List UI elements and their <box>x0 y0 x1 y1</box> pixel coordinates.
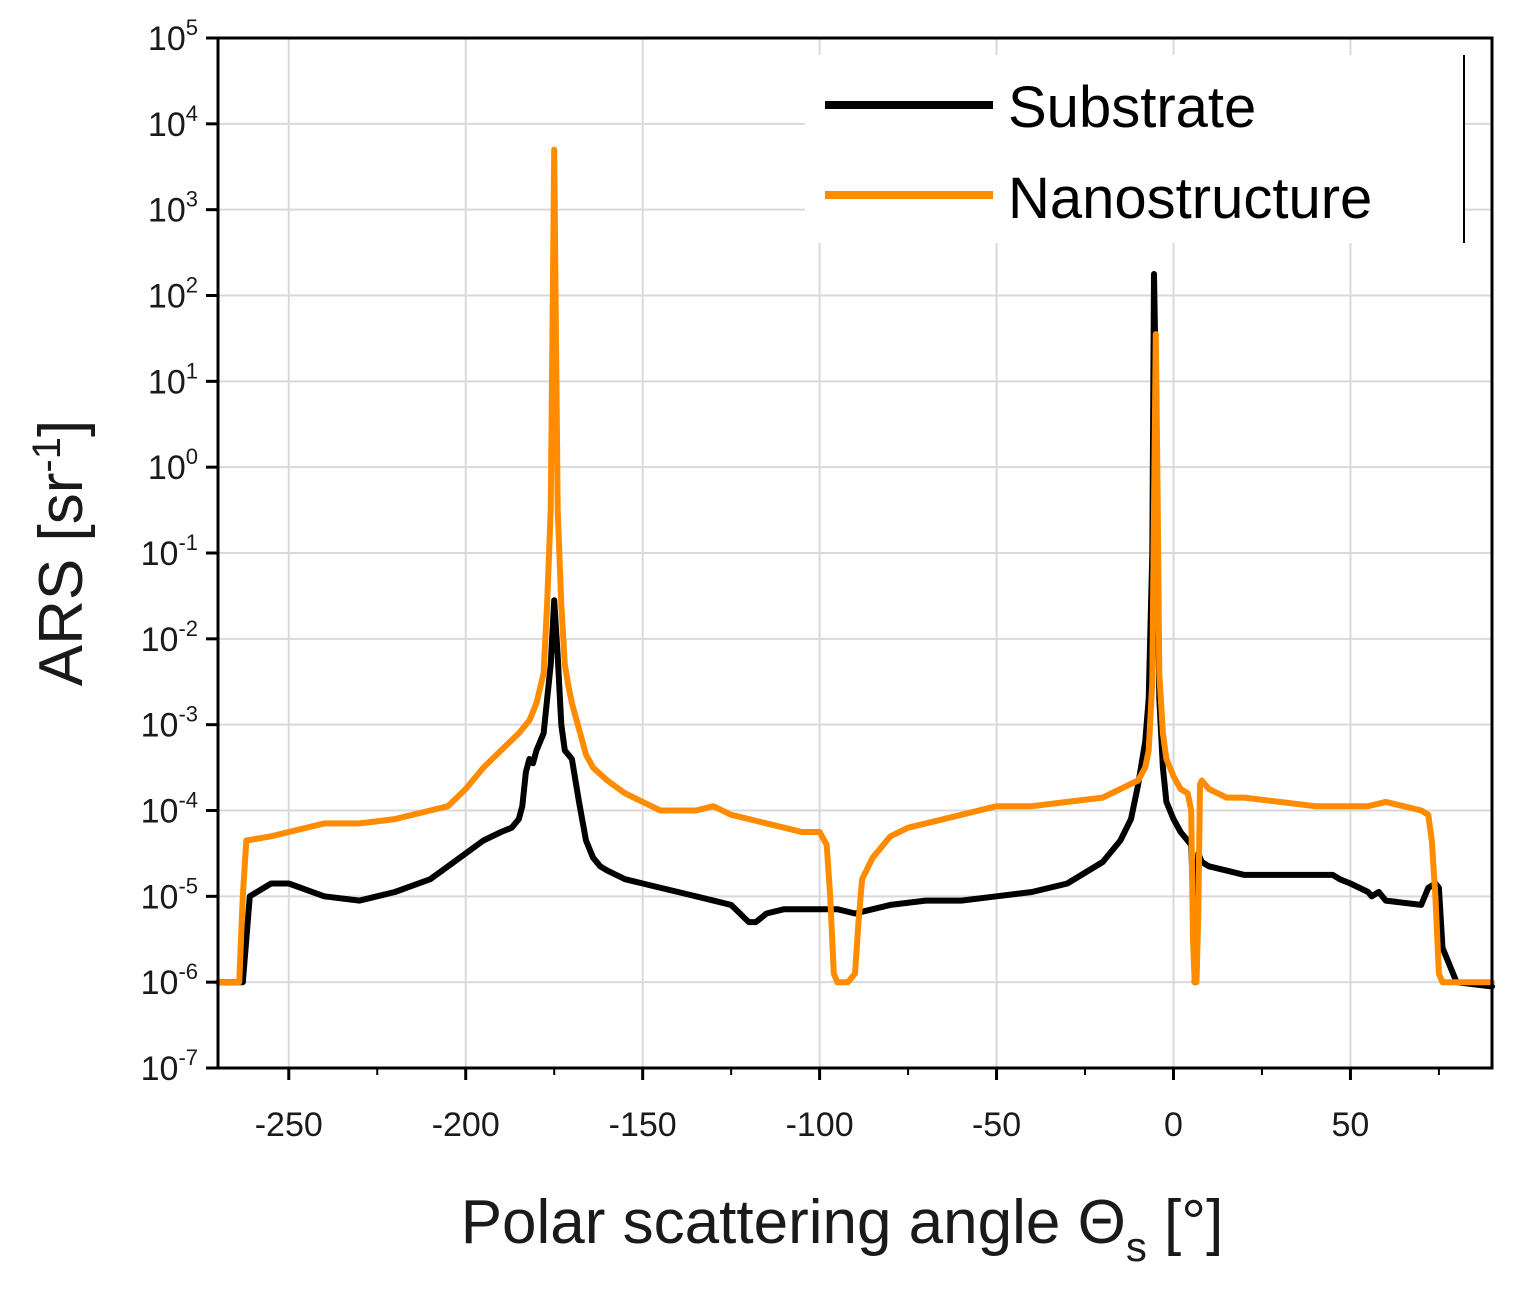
y-tick-label-exponent: 5 <box>186 15 198 40</box>
y-tick-label-base: 10 <box>148 449 186 487</box>
y-tick-label-exponent: -4 <box>178 788 198 813</box>
y-tick-label-exponent: 4 <box>186 101 198 126</box>
x-axis-title-unit: [°] <box>1147 1188 1223 1257</box>
series-line-nanostructure <box>215 146 1495 986</box>
y-tick-label-base: 10 <box>141 878 179 916</box>
y-tick-label: 102 <box>148 273 198 316</box>
y-tick-label-base: 10 <box>141 535 179 573</box>
y-tick-label-exponent: 0 <box>186 444 198 469</box>
y-tick-label: 10-7 <box>141 1045 198 1088</box>
y-tick-label: 10-2 <box>141 616 198 659</box>
x-tick-labels: -250 -200 -150 -100 -50 0 50 <box>255 1106 1370 1144</box>
y-tick-label: 10-1 <box>141 530 198 573</box>
legend-label-nanostructure: Nanostructure <box>1008 166 1372 231</box>
series-layer <box>215 146 1495 990</box>
y-tick-label-exponent: -5 <box>178 873 198 898</box>
y-tick-label: 10-3 <box>141 702 198 745</box>
x-tick-label: -50 <box>972 1106 1021 1144</box>
y-tick-label-base: 10 <box>141 621 179 659</box>
y-tick-label: 101 <box>148 358 198 401</box>
y-axis-title: ARS [sr-1] <box>25 420 96 686</box>
y-tick-label-base: 10 <box>148 192 186 230</box>
y-axis-title-main: ARS [sr <box>27 473 96 687</box>
y-tick-labels: 10510410310210110010-110-210-310-410-510… <box>141 15 198 1088</box>
y-tick-label-exponent: -1 <box>178 530 198 555</box>
y-tick-label-exponent: 1 <box>186 358 198 383</box>
x-tick-label: -150 <box>609 1106 677 1144</box>
y-tick-label: 100 <box>148 444 198 487</box>
y-tick-label-base: 10 <box>148 20 186 58</box>
y-tick-label-base: 10 <box>148 106 186 144</box>
y-tick-label: 103 <box>148 187 198 230</box>
x-tick-label: -200 <box>432 1106 500 1144</box>
y-tick-label-base: 10 <box>141 793 179 831</box>
x-axis-title-subscript: s <box>1126 1223 1147 1270</box>
y-tick-label: 10-5 <box>141 873 198 916</box>
legend: Substrate Nanostructure <box>805 55 1465 243</box>
x-tick-label: 0 <box>1164 1106 1183 1144</box>
y-tick-label-base: 10 <box>148 278 186 316</box>
y-tick-label-base: 10 <box>141 964 179 1002</box>
x-axis-title-main: Polar scattering angle Θ <box>461 1188 1126 1257</box>
x-tick-label: 50 <box>1332 1106 1370 1144</box>
y-tick-label-base: 10 <box>141 707 179 745</box>
y-tick-label-exponent: -3 <box>178 702 198 727</box>
y-tick-label-exponent: -7 <box>178 1045 198 1070</box>
y-tick-label-exponent: 2 <box>186 273 198 298</box>
legend-box <box>805 55 1465 243</box>
x-tick-label: -100 <box>786 1106 854 1144</box>
y-axis-title-superscript: -1 <box>25 437 69 473</box>
y-tick-label-exponent: -6 <box>178 959 198 984</box>
y-tick-label: 10-6 <box>141 959 198 1002</box>
y-tick-label-base: 10 <box>141 1050 179 1088</box>
y-tick-label: 10-4 <box>141 788 198 831</box>
y-tick-label-exponent: -2 <box>178 616 198 641</box>
series-line-substrate <box>215 271 1495 990</box>
legend-label-substrate: Substrate <box>1008 75 1256 140</box>
y-tick-label-base: 10 <box>148 363 186 401</box>
axis-ticks <box>206 36 1440 1080</box>
x-tick-label: -250 <box>255 1106 323 1144</box>
x-axis-title: Polar scattering angle Θs [°] <box>461 1188 1224 1270</box>
y-tick-label: 105 <box>148 15 198 58</box>
y-axis-title-close: ] <box>27 420 96 437</box>
y-tick-label-exponent: 3 <box>186 187 198 212</box>
y-tick-label: 104 <box>148 101 198 144</box>
